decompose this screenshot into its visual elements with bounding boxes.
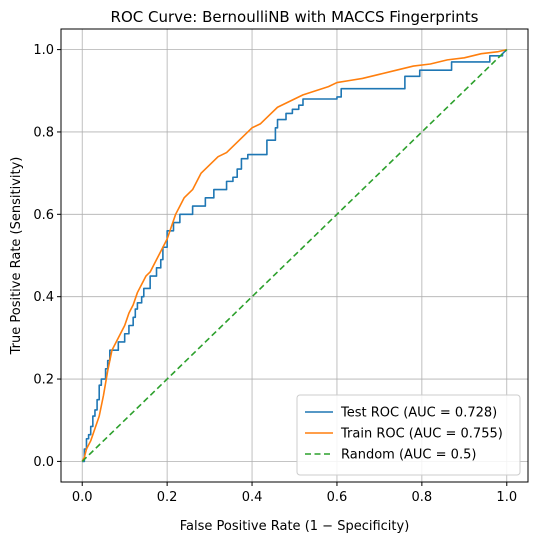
x-tick-label: 0.0 — [72, 490, 93, 505]
y-tick-label: 0.0 — [33, 455, 54, 470]
y-tick-label: 0.8 — [33, 125, 54, 140]
legend-label: Random (AUC = 0.5) — [341, 448, 476, 463]
x-tick-label: 0.8 — [412, 490, 433, 505]
y-tick-label: 1.0 — [33, 43, 54, 58]
legend-label: Test ROC (AUC = 0.728) — [340, 406, 497, 421]
x-axis-label: False Positive Rate (1 − Specificity) — [180, 519, 410, 534]
series-line-1 — [81, 48, 507, 462]
plot-frame — [60, 28, 529, 483]
x-tick-label: 1.0 — [496, 490, 517, 505]
legend-label: Train ROC (AUC = 0.755) — [340, 427, 503, 442]
y-axis-label: True Positive Rate (Sensitivity) — [9, 157, 24, 356]
y-tick-label: 0.4 — [33, 290, 54, 305]
legend-box — [296, 394, 521, 476]
x-tick-label: 0.4 — [242, 490, 263, 505]
series-line-2 — [81, 49, 508, 462]
legend: Test ROC (AUC = 0.728) Train ROC (AUC = 0… — [296, 394, 521, 476]
series-layer — [81, 48, 508, 463]
x-axis-ticks: 0.0 0.2 0.4 0.6 0.8 1.0 — [72, 482, 517, 505]
grid — [61, 29, 528, 482]
y-tick-label: 0.6 — [33, 208, 54, 223]
chart-title: ROC Curve: BernoulliNB with MACCS Finger… — [111, 8, 479, 26]
y-tick-label: 0.2 — [33, 373, 54, 388]
y-axis-ticks: 0.0 0.2 0.4 0.6 0.8 1.0 — [33, 43, 61, 470]
x-tick-label: 0.6 — [327, 490, 348, 505]
x-tick-label: 0.2 — [157, 490, 178, 505]
